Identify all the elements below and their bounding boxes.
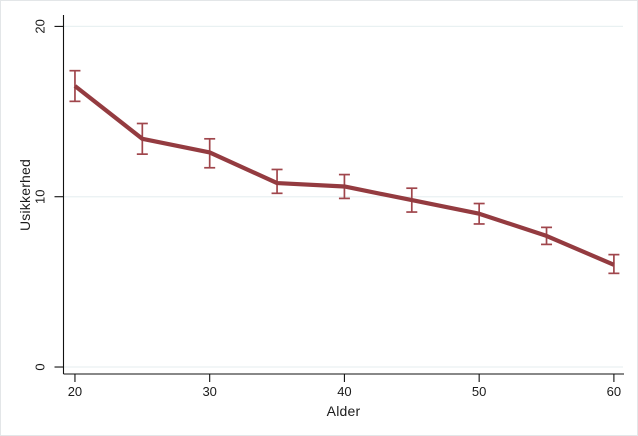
x-tick-label: 20 <box>68 384 82 399</box>
y-axis-title: Usikkerhed <box>17 158 33 232</box>
series-line-usikkerhed <box>73 84 615 267</box>
error-bars <box>69 69 620 275</box>
axes <box>62 15 624 375</box>
y-tick-label: 0 <box>32 363 47 370</box>
x-axis-title: Alder <box>326 403 361 419</box>
x-tick-label: 50 <box>472 384 486 399</box>
y-tick-label: 20 <box>32 19 47 33</box>
x-tick-label: 60 <box>607 384 621 399</box>
x-tick-label: 40 <box>337 384 351 399</box>
x-tick-label: 30 <box>202 384 216 399</box>
y-tick-label: 10 <box>32 189 47 203</box>
gridlines <box>63 25 623 368</box>
tick-marks-and-labels: 0 10 20 20 30 40 50 60 <box>32 19 621 399</box>
